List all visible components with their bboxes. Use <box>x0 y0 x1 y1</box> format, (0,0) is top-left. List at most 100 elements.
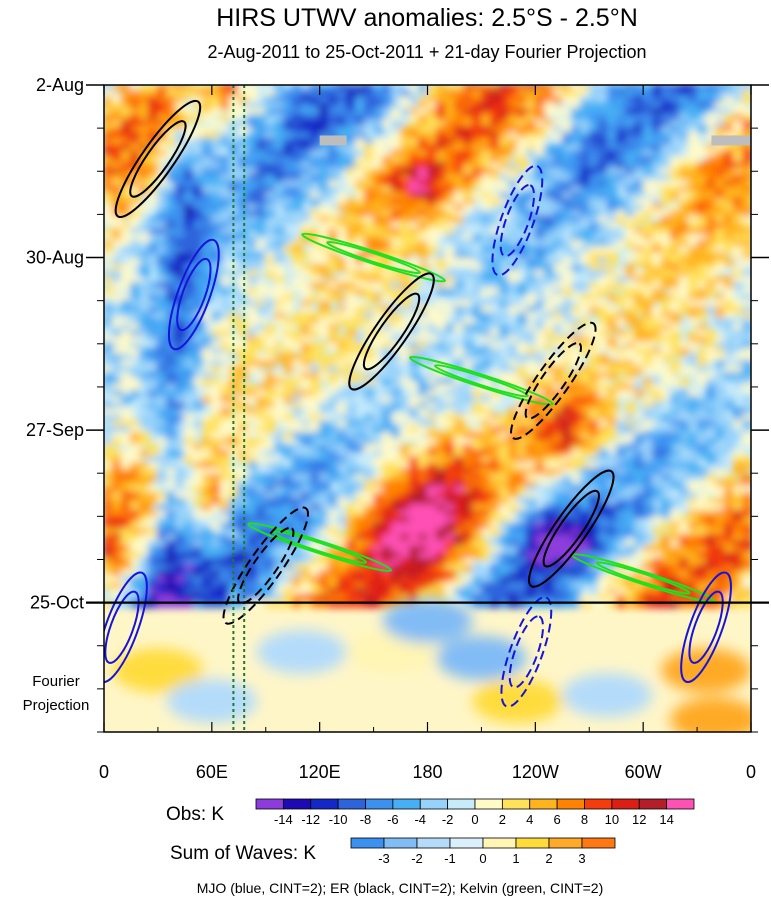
obs-cell <box>706 156 717 164</box>
obs-cell <box>445 378 456 386</box>
obs-cell <box>193 168 204 176</box>
obs-cell <box>418 384 429 392</box>
obs-cell <box>184 342 195 350</box>
obs-cell <box>679 264 690 272</box>
obs-cell <box>517 432 528 440</box>
obs-cell <box>337 354 348 362</box>
obs-cell <box>373 306 384 314</box>
obs-cell <box>499 486 510 494</box>
obs-cell <box>715 228 726 236</box>
obs-cell <box>157 192 168 200</box>
obs-cell <box>229 414 240 422</box>
obs-cell <box>274 198 285 206</box>
obs-cell <box>121 126 132 134</box>
obs-cell <box>346 444 357 452</box>
obs-cell <box>607 312 618 320</box>
obs-cell <box>175 390 186 398</box>
obs-cell <box>130 342 141 350</box>
obs-cell <box>175 534 186 542</box>
obs-cell <box>643 510 654 518</box>
obs-cell <box>355 138 366 146</box>
obs-cell <box>598 288 609 296</box>
obs-cell <box>193 216 204 224</box>
obs-cell <box>427 186 438 194</box>
obs-cell <box>535 516 546 524</box>
obs-cell <box>274 156 285 164</box>
obs-cell <box>742 300 751 308</box>
obs-cell <box>157 150 168 158</box>
obs-cell <box>337 444 348 452</box>
obs-cell <box>706 336 717 344</box>
obs-cell <box>301 432 312 440</box>
obs-cell <box>634 468 645 476</box>
obs-cell <box>175 300 186 308</box>
obs-cell <box>670 288 681 296</box>
obs-cell <box>382 162 393 170</box>
obs-cell <box>193 444 204 452</box>
obs-cell <box>301 264 312 272</box>
obs-cell <box>319 372 330 380</box>
obs-cell <box>274 444 285 452</box>
obs-cell <box>571 90 582 98</box>
obs-cell <box>571 474 582 482</box>
obs-cell <box>166 450 177 458</box>
obs-cell <box>580 498 591 506</box>
obs-cell <box>382 204 393 212</box>
obs-cell <box>130 456 141 464</box>
obs-cell <box>184 552 195 560</box>
obs-cell <box>157 144 168 152</box>
obs-cell <box>148 192 159 200</box>
obs-cell <box>211 264 222 272</box>
obs-cell <box>175 378 186 386</box>
obs-cell <box>481 246 492 254</box>
obs-cell <box>661 480 672 488</box>
obs-cell <box>517 210 528 218</box>
obs-cell <box>472 552 483 560</box>
obs-cell <box>328 318 339 326</box>
obs-cell <box>121 432 132 440</box>
obs-cell <box>220 474 231 482</box>
obs-cell <box>247 90 258 98</box>
obs-cell <box>409 222 420 230</box>
obs-cell <box>391 426 402 434</box>
obs-cell <box>382 492 393 500</box>
obs-cell <box>526 480 537 488</box>
obs-cell <box>211 288 222 296</box>
obs-cell <box>175 540 186 548</box>
obs-cell <box>643 168 654 176</box>
obs-cell <box>580 402 591 410</box>
obs-cell <box>382 420 393 428</box>
obs-cell <box>175 252 186 260</box>
obs-cell <box>211 540 222 548</box>
obs-cell <box>634 234 645 242</box>
obs-cell <box>274 516 285 524</box>
obs-cell <box>373 336 384 344</box>
obs-cell <box>400 522 411 530</box>
obs-cell <box>526 324 537 332</box>
obs-cell <box>139 354 150 362</box>
obs-cell <box>202 186 213 194</box>
obs-cell <box>247 85 258 92</box>
obs-cell <box>364 390 375 398</box>
obs-cell <box>670 546 681 554</box>
obs-cell <box>148 540 159 548</box>
obs-cell <box>139 516 150 524</box>
obs-cell <box>193 366 204 374</box>
obs-cell <box>490 486 501 494</box>
obs-cell <box>598 540 609 548</box>
obs-cell <box>364 558 375 566</box>
obs-cell <box>427 480 438 488</box>
obs-cell <box>400 276 411 284</box>
obs-cell <box>544 240 555 248</box>
obs-cell <box>580 282 591 290</box>
obs-cell <box>724 126 735 134</box>
obs-cell <box>508 354 519 362</box>
obs-cell <box>436 192 447 200</box>
obs-cell <box>112 336 123 344</box>
obs-cell <box>463 198 474 206</box>
obs-cell <box>211 312 222 320</box>
obs-cell <box>427 324 438 332</box>
obs-cell <box>526 264 537 272</box>
obs-cell <box>202 330 213 338</box>
obs-cell <box>220 204 231 212</box>
